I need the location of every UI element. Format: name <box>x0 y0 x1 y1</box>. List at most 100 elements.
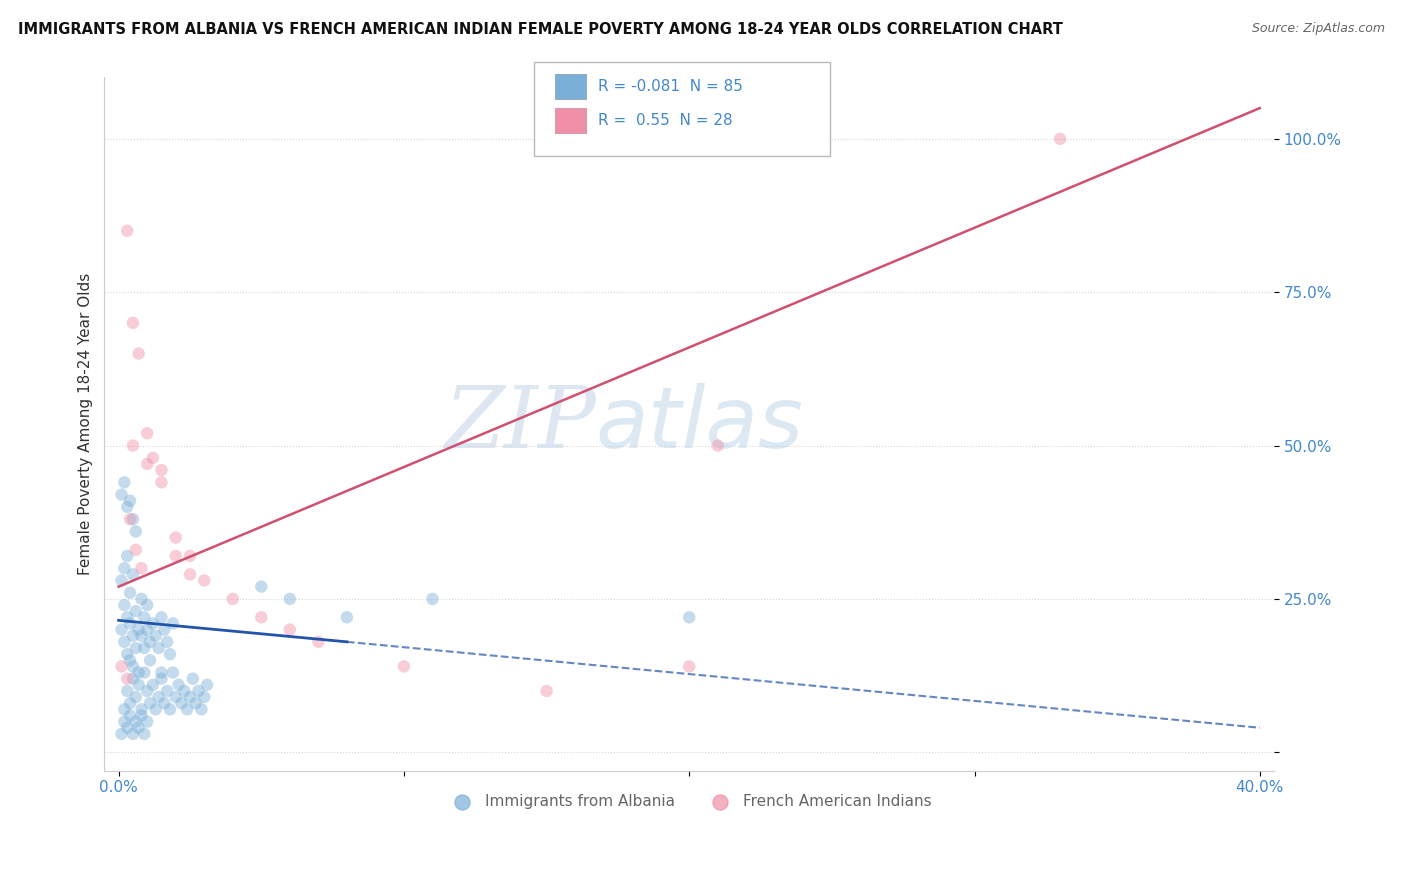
Point <box>112 635 135 649</box>
Point <box>120 493 142 508</box>
Point <box>134 610 156 624</box>
Point <box>125 604 148 618</box>
Y-axis label: Female Poverty Among 18-24 Year Olds: Female Poverty Among 18-24 Year Olds <box>79 273 93 575</box>
Point <box>122 659 145 673</box>
Point <box>110 623 132 637</box>
Point <box>156 635 179 649</box>
Point <box>181 672 204 686</box>
Point <box>120 616 142 631</box>
Point <box>139 635 162 649</box>
Point <box>125 714 148 729</box>
Point <box>112 702 135 716</box>
Point <box>115 549 138 563</box>
Point <box>150 672 173 686</box>
Point <box>136 714 159 729</box>
Point <box>112 475 135 490</box>
Point <box>122 672 145 686</box>
Point <box>150 463 173 477</box>
Text: ZIP: ZIP <box>444 383 596 466</box>
Point <box>153 696 176 710</box>
Point <box>392 659 415 673</box>
Point <box>278 623 301 637</box>
Point <box>110 659 132 673</box>
Point <box>122 512 145 526</box>
Point <box>142 616 165 631</box>
Point <box>193 690 215 704</box>
Point <box>336 610 359 624</box>
Point <box>120 512 142 526</box>
Point <box>142 450 165 465</box>
Text: IMMIGRANTS FROM ALBANIA VS FRENCH AMERICAN INDIAN FEMALE POVERTY AMONG 18-24 YEA: IMMIGRANTS FROM ALBANIA VS FRENCH AMERIC… <box>18 22 1063 37</box>
Point <box>195 678 218 692</box>
Point <box>131 629 153 643</box>
Point <box>153 623 176 637</box>
Point <box>125 690 148 704</box>
Point <box>179 690 201 704</box>
Point <box>706 438 728 452</box>
Point <box>422 591 444 606</box>
Point <box>120 696 142 710</box>
Point <box>536 684 558 698</box>
Point <box>136 457 159 471</box>
Point <box>142 678 165 692</box>
Point <box>122 629 145 643</box>
Point <box>190 702 212 716</box>
Point <box>148 690 170 704</box>
Point <box>179 549 201 563</box>
Point <box>110 574 132 588</box>
Point <box>136 426 159 441</box>
Point <box>165 549 187 563</box>
Point <box>128 665 150 680</box>
Point <box>131 702 153 716</box>
Point <box>150 665 173 680</box>
Point <box>150 610 173 624</box>
Point <box>165 690 187 704</box>
Point <box>128 721 150 735</box>
Point <box>179 567 201 582</box>
Point <box>110 727 132 741</box>
Point <box>250 610 273 624</box>
Text: R =  0.55  N = 28: R = 0.55 N = 28 <box>598 113 733 128</box>
Point <box>115 672 138 686</box>
Point <box>122 316 145 330</box>
Point <box>134 665 156 680</box>
Point <box>110 488 132 502</box>
Point <box>134 640 156 655</box>
Point <box>222 591 245 606</box>
Point <box>159 647 181 661</box>
Point <box>125 640 148 655</box>
Point <box>1049 132 1071 146</box>
Point <box>678 610 700 624</box>
Point <box>139 653 162 667</box>
Point <box>115 721 138 735</box>
Point <box>176 702 198 716</box>
Point <box>115 684 138 698</box>
Point <box>162 616 184 631</box>
Point <box>145 629 167 643</box>
Point <box>122 567 145 582</box>
Point <box>131 561 153 575</box>
Point <box>125 524 148 539</box>
Point <box>120 586 142 600</box>
Point <box>136 598 159 612</box>
Point <box>120 653 142 667</box>
Point <box>131 708 153 723</box>
Point <box>136 684 159 698</box>
Point <box>278 591 301 606</box>
Point <box>131 591 153 606</box>
Point <box>115 647 138 661</box>
Text: atlas: atlas <box>596 383 804 466</box>
Point <box>112 714 135 729</box>
Point <box>159 702 181 716</box>
Point <box>173 684 195 698</box>
Point <box>162 665 184 680</box>
Point <box>112 598 135 612</box>
Point <box>120 708 142 723</box>
Point <box>150 475 173 490</box>
Point <box>678 659 700 673</box>
Point <box>128 346 150 360</box>
Point <box>134 727 156 741</box>
Point <box>187 684 209 698</box>
Point <box>112 561 135 575</box>
Point <box>115 224 138 238</box>
